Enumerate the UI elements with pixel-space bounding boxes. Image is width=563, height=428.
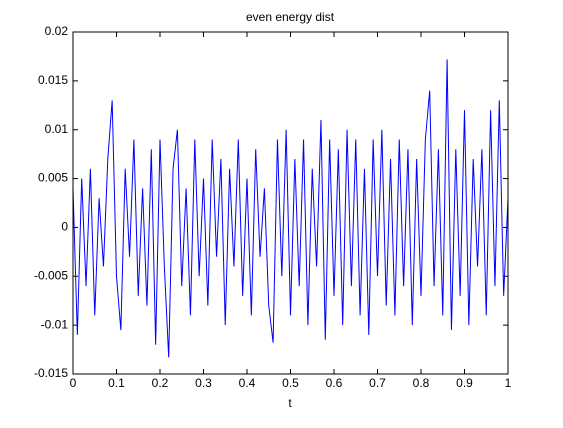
x-tick-label: 0.9 bbox=[456, 376, 473, 390]
x-tick-label: 0.5 bbox=[282, 376, 299, 390]
x-tick-label: 0.7 bbox=[369, 376, 386, 390]
plot-frame bbox=[72, 31, 509, 375]
x-tick-label: 0.4 bbox=[239, 376, 256, 390]
x-axis-label: t bbox=[288, 396, 292, 410]
x-tick-label: 0 bbox=[70, 376, 77, 390]
y-tick-label: 0.01 bbox=[45, 122, 69, 136]
x-tick-label: 1 bbox=[505, 376, 512, 390]
x-tick-label: 0.3 bbox=[195, 376, 212, 390]
y-tick-label: 0.005 bbox=[38, 171, 68, 185]
y-tick-label: 0.02 bbox=[45, 24, 69, 38]
line-series bbox=[72, 59, 509, 358]
y-tick-label: -0.005 bbox=[34, 268, 68, 282]
x-tick-label: 0.2 bbox=[152, 376, 169, 390]
y-tick-label: -0.01 bbox=[41, 317, 69, 331]
x-tick-label: 0.6 bbox=[326, 376, 343, 390]
y-tick-label: -0.015 bbox=[34, 366, 68, 380]
x-tick-label: 0.1 bbox=[108, 376, 125, 390]
chart-title: even energy dist bbox=[246, 10, 335, 24]
x-tick-label: 0.8 bbox=[413, 376, 430, 390]
y-tick-label: 0.015 bbox=[38, 73, 68, 87]
y-tick-label: 0 bbox=[61, 220, 68, 234]
